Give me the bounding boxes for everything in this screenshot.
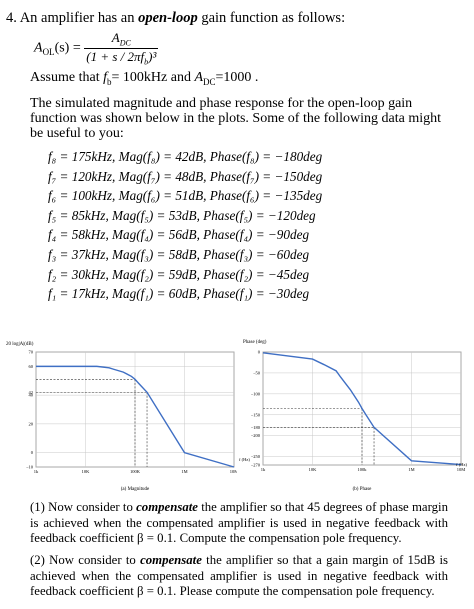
x-tick-label: 100k	[358, 467, 368, 472]
formula-fraction: ADC (1 + s / 2πfb)³	[84, 30, 159, 67]
y-tick-label: −150	[251, 412, 261, 417]
fb-value: = 100kHz	[111, 70, 168, 85]
phase-curve	[262, 352, 462, 466]
y-tick-label: −10	[26, 465, 34, 470]
data-point: f₁ = 17kHz, Mag(f₁) = 60dB, Phase(f₁) = …	[48, 286, 310, 302]
data-point-list: f₈ = 175kHz, Mag(f₈) = 42dB, Phase(f₈) =…	[48, 147, 322, 304]
y-tick-label: −100	[251, 391, 261, 396]
data-point: f₃ = 37kHz, Mag(f₃) = 58dB, Phase(f₃) = …	[48, 246, 310, 262]
adc-sub: DC	[203, 76, 216, 87]
y-tick-label: 20	[29, 421, 34, 426]
part2-lead: (2) Now consider to	[30, 553, 141, 567]
x-tick-label: 10M	[230, 469, 237, 474]
formula-numerator: ADC	[84, 30, 159, 49]
y-tick-label: 0	[258, 350, 261, 355]
phase-xticks: 1k 10K 100k 1M 10M	[261, 467, 466, 472]
phase-plot: f (Hz) Phase (deg) 0 −50 −100 −150 −180 −200 −…	[239, 340, 467, 492]
magnitude-curve	[36, 365, 235, 468]
magnitude-xticks: 1k 10K 100K 1M 10M	[34, 469, 237, 474]
data-point: f₅ = 85kHz, Mag(f₅) = 53dB, Phase(f₅) = …	[48, 207, 316, 223]
x-tick-label: 1k	[261, 467, 266, 472]
fb-sub: b	[107, 76, 112, 87]
y-tick-label: 40	[29, 393, 34, 398]
magnitude-caption: (a) Magnitude	[121, 487, 150, 492]
adc-value: =1000 .	[215, 70, 259, 85]
formula-denominator: (1 + s / 2πfb)³	[86, 48, 157, 67]
y-tick-label: −270	[251, 463, 261, 468]
data-point: f₄ = 58kHz, Mag(f₄) = 56dB, Phase(f₄) = …	[48, 227, 310, 243]
x-tick-label: 1k	[34, 469, 39, 474]
y-tick-label: −200	[251, 433, 261, 438]
fb-symbol: f	[103, 70, 107, 85]
magnitude-reference-lines	[36, 379, 148, 467]
assumption-joiner: and	[167, 70, 195, 85]
y-tick-label: 70	[29, 350, 34, 355]
adc-symbol: A	[194, 70, 204, 85]
formula-lhs-sub: OL	[42, 47, 55, 58]
part1-paragraph: (1) Now consider to compensate the ampli…	[30, 500, 448, 547]
phase-reference-lines	[263, 408, 375, 465]
formula-lhs-arg: (s) =	[54, 40, 81, 56]
question-number: 4.	[6, 10, 17, 26]
y-tick-label: 42	[29, 390, 34, 395]
x-tick-label: 1M	[181, 469, 187, 474]
part2-paragraph: (2) Now consider to compensate the ampli…	[30, 553, 448, 600]
question-intro-before: An amplifier has an	[19, 10, 139, 26]
phase-yticks: 0 −50 −100 −150 −180 −200 −250 −270	[251, 350, 261, 468]
phase-ylabel: Phase (deg)	[243, 340, 267, 345]
assumption-line: Assume that fb= 100kHz and ADC=1000 .	[30, 70, 258, 87]
question-intro-emphasis: open-loop	[138, 10, 198, 26]
question-title: 4. An amplifier has an open-loop gain fu…	[6, 10, 345, 27]
phase-caption: (b) Phase	[353, 487, 373, 492]
data-point: f₆ = 100kHz, Mag(f₆) = 51dB, Phase(f₆) =…	[48, 188, 323, 204]
intro-paragraph: The simulated magnitude and phase respon…	[30, 96, 442, 141]
question-intro-after: gain function as follows:	[197, 10, 346, 26]
x-tick-label: 100K	[130, 469, 141, 474]
data-point: f₂ = 30kHz, Mag(f₂) = 59dB, Phase(f₂) = …	[48, 266, 310, 282]
phase-grid	[262, 351, 462, 466]
x-tick-label: 1M	[408, 467, 414, 472]
x-tick-label: 10K	[82, 469, 91, 474]
y-tick-label: −50	[253, 370, 261, 375]
part2-emphasis: compensate	[140, 553, 202, 567]
data-point: f₈ = 175kHz, Mag(f₈) = 42dB, Phase(f₈) =…	[48, 149, 323, 164]
y-tick-label: 0	[31, 450, 34, 455]
y-tick-label: −250	[251, 454, 261, 459]
phase-xlabel-left: f (Hz)	[239, 457, 250, 462]
gain-formula: AOL(s) = ADC (1 + s / 2πfb)³	[34, 30, 159, 67]
y-tick-label: −180	[251, 425, 261, 430]
x-tick-label: 10K	[309, 467, 318, 472]
part1-rest: the amplifier so that 45 degrees of phas…	[30, 500, 448, 545]
y-tick-label: 60	[29, 364, 34, 369]
phase-xlabel: f (Hz)	[456, 462, 467, 467]
part1-emphasis: compensate	[136, 500, 198, 514]
part2-rest: the amplifier so that a gain margin of 1…	[30, 553, 449, 598]
x-tick-label: 10M	[457, 467, 466, 472]
data-point: f₇ = 120kHz, Mag(f₇) = 48dB, Phase(f₇) =…	[48, 168, 323, 184]
assumption-lead: Assume that	[30, 70, 104, 85]
magnitude-ylabel: 20 log|A|(dB)	[6, 342, 34, 347]
part1-lead: (1) Now consider to	[30, 500, 137, 514]
formula-lhs: A	[34, 40, 43, 56]
